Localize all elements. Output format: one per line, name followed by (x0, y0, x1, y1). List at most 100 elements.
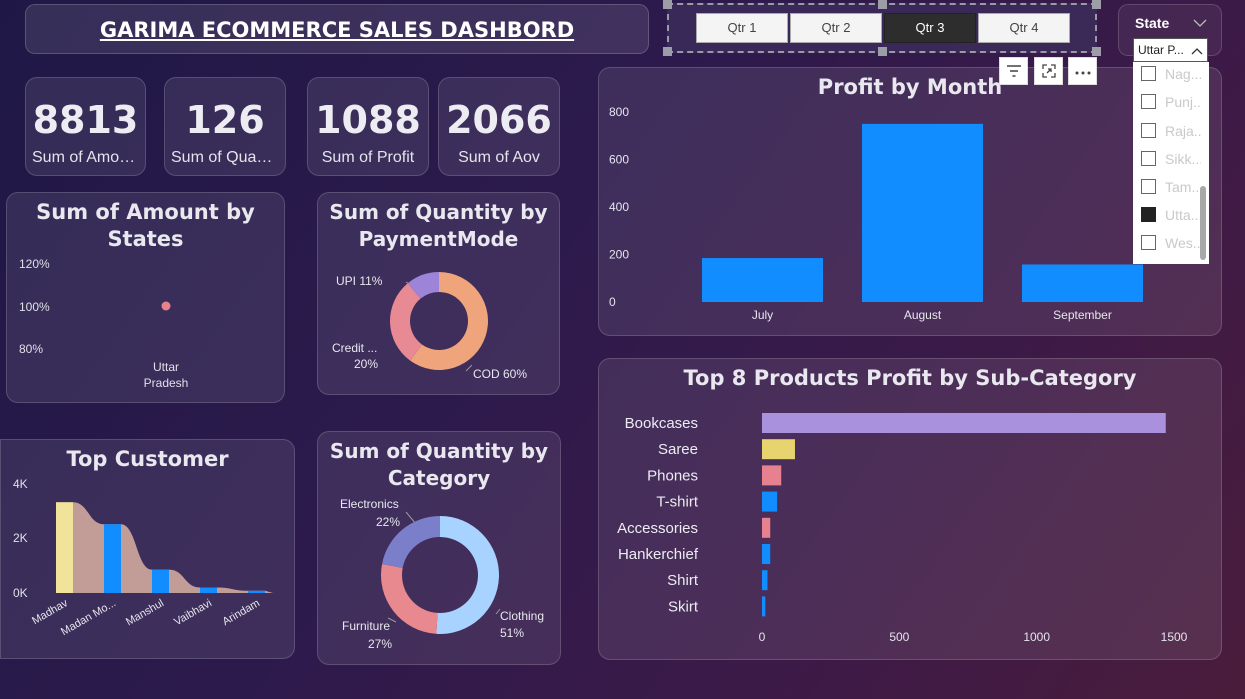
quantity-by-category-visual[interactable]: Sum of Quantity by Category Electronics … (317, 431, 561, 665)
bar-shirt[interactable] (762, 570, 768, 591)
y-category-label: Saree (658, 441, 698, 458)
amount-by-states-title: Sum of Amount by States (36, 200, 255, 251)
state-option-selected[interactable]: Utta... (1141, 207, 1201, 227)
bar-hankerchief[interactable] (762, 544, 771, 564)
bar-arindam[interactable] (248, 590, 265, 593)
y-tick-label: 0 (609, 295, 616, 309)
bar-phones[interactable] (762, 465, 782, 486)
y-category-label: Phones (647, 467, 698, 484)
state-option[interactable]: Tam... (1141, 179, 1201, 199)
dashboard-title: GARIMA ECOMMERCE SALES DASHBORD (99, 18, 575, 42)
quantity-by-paymentmode-visual[interactable]: Sum of Quantity by PaymentMode UPI 11% C… (317, 192, 560, 395)
resize-handle[interactable] (1092, 0, 1101, 9)
state-option[interactable]: Sikk... (1141, 151, 1201, 171)
bar-bookcases[interactable] (762, 413, 1166, 433)
kpi-amount-value: 8813 (32, 98, 139, 142)
checkbox-checked[interactable] (1141, 207, 1156, 222)
state-option[interactable]: Raja... (1141, 123, 1201, 143)
y-tick-label: 400 (609, 200, 629, 214)
furniture-label-line2: 27% (368, 637, 392, 651)
state-option-label: Utta... (1165, 207, 1201, 223)
checkbox[interactable] (1141, 66, 1156, 81)
checkbox[interactable] (1141, 179, 1156, 194)
x-label-line: Uttar (153, 360, 179, 374)
checkbox[interactable] (1141, 123, 1156, 138)
bar-skirt[interactable] (762, 596, 766, 617)
resize-handle[interactable] (1092, 47, 1101, 56)
x-tick-label: Madhav (30, 597, 70, 627)
donut-slice-electronics[interactable] (382, 516, 440, 568)
x-tick-label: September (1053, 308, 1112, 322)
bar-august[interactable] (862, 123, 983, 302)
state-option[interactable]: Nag... (1141, 66, 1201, 86)
qtr-4-button[interactable]: Qtr 4 (978, 13, 1070, 43)
filter-icon[interactable] (999, 57, 1028, 85)
donut-slice-credit[interactable] (390, 283, 422, 361)
profit-by-month-title: Profit by Month (817, 75, 1003, 99)
resize-handle[interactable] (878, 47, 887, 56)
donut-slice-clothing[interactable] (436, 516, 500, 634)
category-title: Sum of Quantity by Category (329, 439, 549, 490)
more-options-icon[interactable] (1068, 57, 1097, 85)
bar-manshul[interactable] (152, 569, 169, 593)
bar-tshirt[interactable] (762, 491, 778, 512)
bar-september[interactable] (1022, 264, 1143, 302)
profit-by-month-visual[interactable]: Profit by Month 800 600 400 200 0 July August S… (598, 67, 1222, 336)
bar-vaibhavi[interactable] (200, 587, 217, 594)
state-option[interactable]: Punj... (1141, 94, 1201, 114)
state-option[interactable]: Wes... (1141, 235, 1201, 255)
chevron-down-icon[interactable] (1193, 19, 1207, 28)
qtr-2-button[interactable]: Qtr 2 (790, 13, 882, 43)
focus-mode-icon[interactable] (1034, 57, 1063, 85)
y-tick: 0K (13, 586, 28, 600)
y-tick: 120% (19, 257, 50, 271)
state-option-label: Tam... (1165, 179, 1201, 195)
bar-saree[interactable] (762, 439, 795, 460)
bar-madanmo[interactable] (104, 524, 121, 593)
top8-products-visual[interactable]: Top 8 Products Profit by Sub-Category Bo… (598, 358, 1222, 660)
resize-handle[interactable] (878, 0, 887, 9)
checkbox[interactable] (1141, 94, 1156, 109)
quarter-slicer[interactable]: Qtr 1 Qtr 2 Qtr 3 Qtr 4 (667, 3, 1097, 53)
x-tick-label: Manshul (124, 597, 166, 628)
bar-accessories[interactable] (762, 517, 771, 538)
resize-handle[interactable] (663, 0, 672, 9)
state-dropdown[interactable]: Uttar P... (1133, 38, 1208, 62)
credit-label-line2: 20% (354, 357, 378, 371)
cod-label: COD 60% (473, 367, 527, 381)
scrollbar-thumb[interactable] (1200, 186, 1206, 260)
qtr-3-button[interactable]: Qtr 3 (884, 13, 976, 43)
donut-slice-cod[interactable] (410, 272, 488, 370)
top-customer-title: Top Customer (66, 447, 229, 471)
y-category-label: Bookcases (625, 415, 698, 432)
donut-slice-upi[interactable] (407, 272, 439, 299)
checkbox[interactable] (1141, 151, 1156, 166)
kpi-card-quantity[interactable]: 126 Sum of Quantity (164, 77, 286, 176)
chevron-up-icon[interactable] (1191, 47, 1203, 55)
y-tick-label: 600 (609, 153, 629, 167)
bar-madhav[interactable] (56, 502, 73, 593)
checkbox[interactable] (1141, 235, 1156, 250)
donut-slice-furniture[interactable] (381, 563, 438, 634)
state-dropdown-value: Uttar P... (1138, 43, 1184, 57)
resize-handle[interactable] (663, 47, 672, 56)
electronics-label-line1: Electronics (340, 497, 399, 511)
top-customer-visual[interactable]: Top Customer 4K 2K 0K Madhav Madan Mo... M… (0, 439, 295, 659)
x-tick-label: 1000 (1023, 630, 1050, 644)
qtr-1-button[interactable]: Qtr 1 (696, 13, 788, 43)
y-category-label: Shirt (667, 572, 699, 589)
state-dropdown-list[interactable]: Nag... Punj... Raja... Sikk... Tam... Ut… (1133, 62, 1209, 264)
kpi-card-aov[interactable]: 2066 Sum of Aov (438, 77, 560, 176)
bar-july[interactable] (702, 258, 823, 302)
scatter-point-uttar-pradesh[interactable] (161, 301, 171, 311)
amount-by-states-chart: 120% 100% 80% Uttar Pradesh (19, 257, 188, 390)
kpi-card-profit[interactable]: 1088 Sum of Profit (307, 77, 429, 176)
kpi-amount-label: Sum of Amount (32, 149, 139, 166)
paymentmode-title: Sum of Quantity by PaymentMode (329, 200, 548, 251)
kpi-card-amount[interactable]: 8813 Sum of Amount (25, 77, 146, 176)
x-tick-label: 500 (889, 630, 909, 644)
amount-by-states-visual[interactable]: Sum of Amount by States 120% 100% 80% Ut… (6, 192, 285, 403)
clothing-label-line2: 51% (500, 626, 524, 640)
kpi-profit-label: Sum of Profit (321, 149, 415, 166)
